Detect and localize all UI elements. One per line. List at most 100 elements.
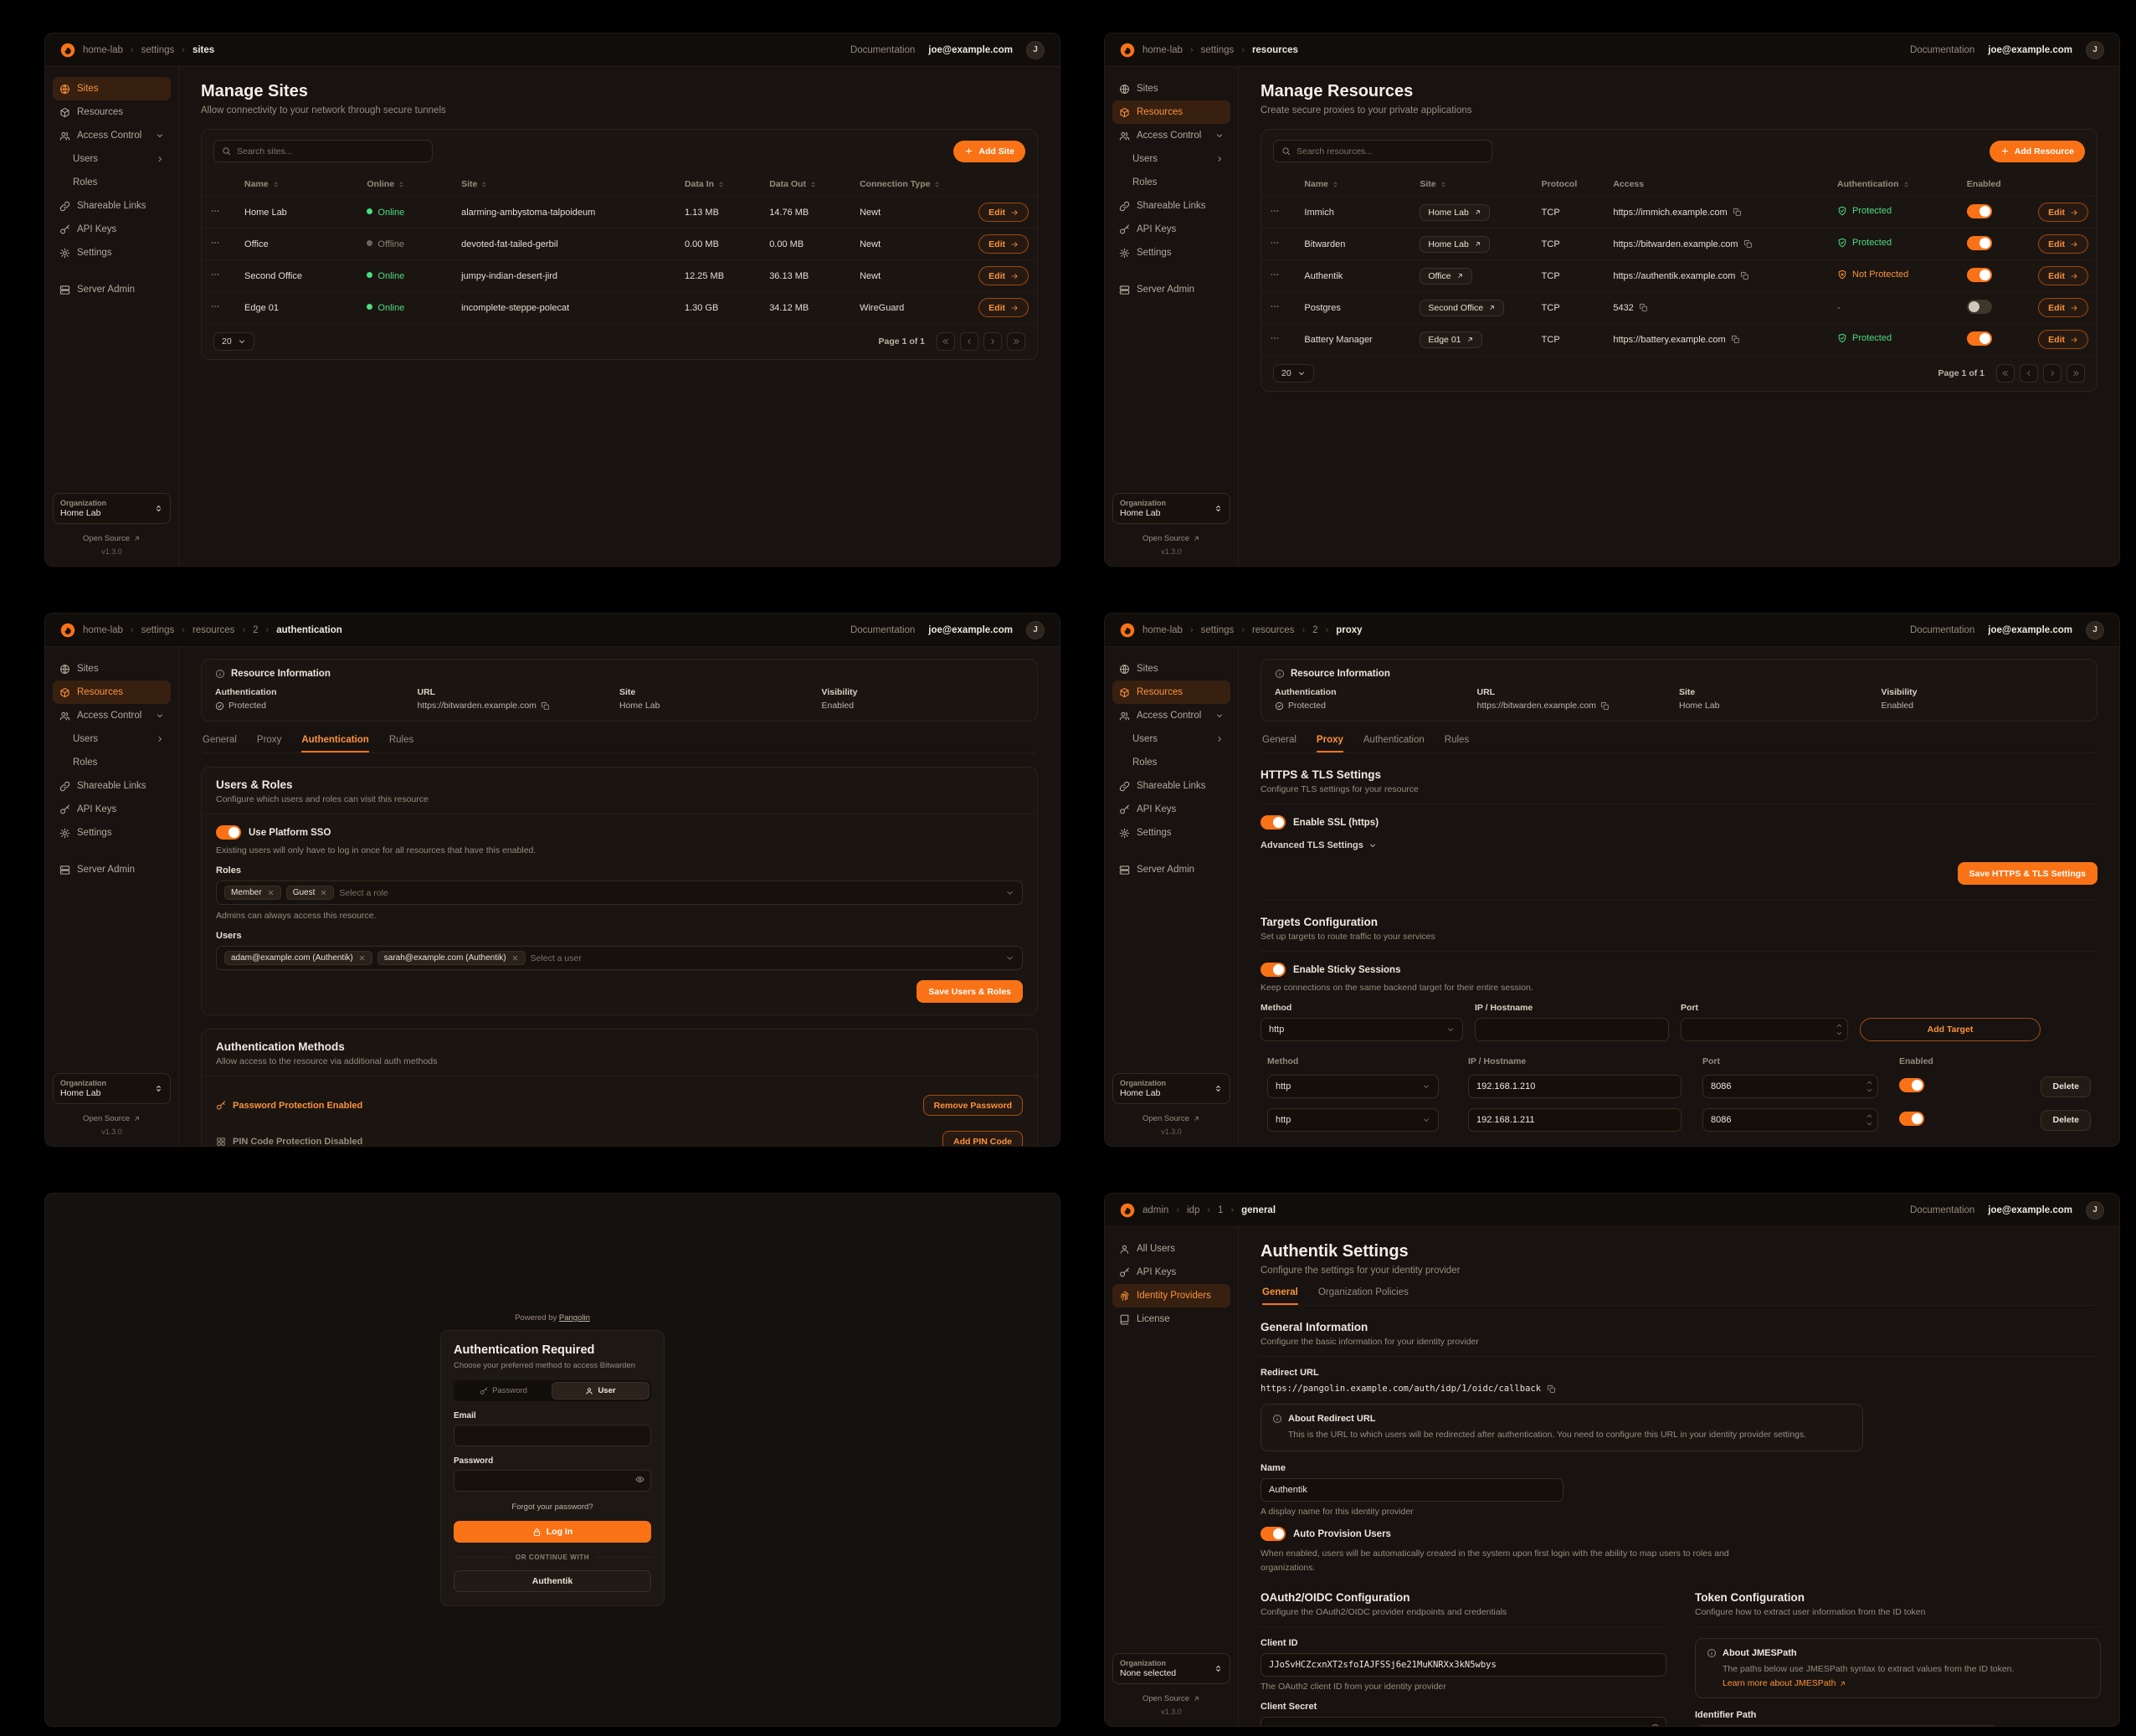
remove-chip-icon[interactable]	[320, 889, 327, 896]
pangolin-logo-icon[interactable]	[1120, 1203, 1135, 1218]
save-users-roles-button[interactable]: Save Users & Roles	[917, 980, 1023, 1003]
next-page-button[interactable]	[2043, 364, 2062, 383]
sidebar-item-server-admin[interactable]: Server Admin	[1112, 278, 1230, 301]
pangolin-logo-icon[interactable]	[60, 43, 75, 58]
ip-hostname-input[interactable]	[1468, 1108, 1682, 1132]
sidebar-item-access-control[interactable]: Access Control	[1112, 704, 1230, 727]
pangolin-logo-icon[interactable]	[60, 623, 75, 638]
row-actions-icon[interactable]	[1270, 206, 1280, 216]
target-enabled-toggle[interactable]	[1899, 1112, 1924, 1126]
sidebar-item-api-keys[interactable]: API Keys	[1112, 798, 1230, 821]
roles-select[interactable]: Member Guest Select a role	[216, 881, 1023, 905]
method-select[interactable]: http	[1267, 1108, 1439, 1132]
password-field[interactable]	[454, 1470, 651, 1492]
prev-page-button[interactable]	[2020, 364, 2038, 383]
breadcrumb-org[interactable]: home-lab	[83, 44, 123, 55]
edit-button[interactable]: Edit	[2038, 298, 2088, 317]
site-link[interactable]: Second Office	[1420, 299, 1505, 316]
sidebar-item-access-control[interactable]: Access Control	[53, 124, 171, 147]
tab-rules[interactable]: Rules	[1444, 735, 1470, 745]
documentation-link[interactable]: Documentation	[1909, 44, 1975, 55]
port-input[interactable]	[1681, 1018, 1848, 1041]
sort-site[interactable]: Site	[461, 179, 488, 189]
sort-name[interactable]: Name	[1304, 179, 1339, 189]
sidebar-item-settings[interactable]: Settings	[53, 241, 171, 265]
method-select[interactable]: http	[1267, 1075, 1439, 1098]
enabled-toggle[interactable]	[1966, 299, 1992, 314]
site-link[interactable]: Edge 01	[1420, 331, 1482, 348]
sidebar-item-resources[interactable]: Resources	[53, 681, 171, 704]
show-password-icon[interactable]	[635, 1475, 644, 1487]
users-select[interactable]: adam@example.com (Authentik) sarah@examp…	[216, 946, 1023, 970]
advanced-tls-settings-toggle[interactable]: Advanced TLS Settings	[1261, 840, 2097, 850]
sidebar-item-resources[interactable]: Resources	[1112, 100, 1230, 124]
copy-icon[interactable]	[1600, 701, 1610, 711]
tab-authentication[interactable]: Authentication	[301, 735, 369, 752]
next-page-button[interactable]	[983, 332, 1002, 351]
sidebar-item-server-admin[interactable]: Server Admin	[53, 278, 171, 301]
sidebar-item-roles[interactable]: Roles	[1132, 177, 1158, 187]
copy-icon[interactable]	[1733, 208, 1742, 217]
edit-button[interactable]: Edit	[978, 203, 1029, 222]
sidebar-item-sites[interactable]: Sites	[1112, 657, 1230, 681]
tab-password[interactable]: Password	[455, 1382, 552, 1400]
open-source-link[interactable]: Open Source	[1112, 1694, 1230, 1703]
sidebar-item-identity-providers[interactable]: Identity Providers	[1112, 1284, 1230, 1307]
first-page-button[interactable]	[1996, 364, 2015, 383]
avatar[interactable]: J	[2086, 1200, 2104, 1220]
sidebar-item-shareable-links[interactable]: Shareable Links	[53, 774, 171, 798]
stepper-icon[interactable]	[1866, 1112, 1873, 1127]
tab-general[interactable]: General	[203, 735, 237, 745]
show-secret-icon[interactable]	[1651, 1723, 1660, 1726]
identifier-path-input[interactable]	[1695, 1725, 1998, 1726]
sidebar-item-users[interactable]: Users	[1126, 147, 1230, 171]
row-actions-icon[interactable]	[1270, 270, 1280, 280]
sidebar-item-settings[interactable]: Settings	[53, 821, 171, 845]
last-page-button[interactable]	[2067, 364, 2085, 383]
sidebar-item-roles[interactable]: Roles	[73, 758, 98, 768]
auto-provision-toggle[interactable]	[1261, 1527, 1286, 1542]
sort-data-in[interactable]: Data In	[685, 179, 725, 189]
open-source-link[interactable]: Open Source	[1112, 1114, 1230, 1123]
row-actions-icon[interactable]	[1270, 238, 1280, 248]
sidebar-item-users[interactable]: Users	[66, 727, 171, 751]
target-enabled-toggle[interactable]	[1899, 1078, 1924, 1092]
sort-auth[interactable]: Authentication	[1837, 179, 1910, 189]
avatar[interactable]: J	[1026, 40, 1045, 59]
delete-target-button[interactable]: Delete	[2041, 1109, 2091, 1131]
avatar[interactable]: J	[1026, 620, 1045, 639]
copy-icon[interactable]	[1547, 1384, 1556, 1394]
log-in-button[interactable]: Log In	[454, 1521, 651, 1543]
email-field[interactable]	[454, 1425, 651, 1446]
pangolin-link[interactable]: Pangolin	[558, 1313, 590, 1323]
edit-button[interactable]: Edit	[2038, 266, 2088, 285]
tab-general[interactable]: General	[1262, 1287, 1298, 1305]
edit-button[interactable]: Edit	[2038, 203, 2088, 222]
pangolin-logo-icon[interactable]	[1120, 43, 1135, 58]
sidebar-item-roles[interactable]: Roles	[73, 177, 98, 187]
breadcrumb-settings[interactable]: settings	[141, 44, 175, 55]
remove-chip-icon[interactable]	[267, 889, 275, 896]
sidebar-item-license[interactable]: License	[1112, 1307, 1230, 1331]
row-actions-icon[interactable]	[210, 270, 220, 280]
save-https-tls-button[interactable]: Save HTTPS & TLS Settings	[1957, 862, 2097, 885]
org-selector[interactable]: Organization Home Lab	[53, 1073, 171, 1104]
tab-general[interactable]: General	[1262, 735, 1296, 745]
edit-button[interactable]: Edit	[978, 298, 1029, 317]
remove-chip-icon[interactable]	[358, 954, 366, 962]
tab-user[interactable]: User	[552, 1382, 650, 1400]
avatar[interactable]: J	[2086, 620, 2104, 639]
sort-name[interactable]: Name	[244, 179, 280, 189]
port-input[interactable]	[1702, 1075, 1878, 1098]
idp-name-input[interactable]	[1261, 1478, 1563, 1502]
ip-hostname-input[interactable]	[1468, 1075, 1682, 1098]
sidebar-item-settings[interactable]: Settings	[1112, 241, 1230, 265]
sidebar-item-shareable-links[interactable]: Shareable Links	[53, 194, 171, 218]
copy-icon[interactable]	[1731, 335, 1740, 344]
search-input[interactable]	[237, 146, 424, 157]
open-source-link[interactable]: Open Source	[53, 1114, 171, 1123]
search-input[interactable]	[1296, 146, 1484, 157]
ip-hostname-input[interactable]	[1475, 1018, 1669, 1041]
tab-organization-policies[interactable]: Organization Policies	[1317, 1287, 1409, 1297]
sidebar-item-shareable-links[interactable]: Shareable Links	[1112, 774, 1230, 798]
